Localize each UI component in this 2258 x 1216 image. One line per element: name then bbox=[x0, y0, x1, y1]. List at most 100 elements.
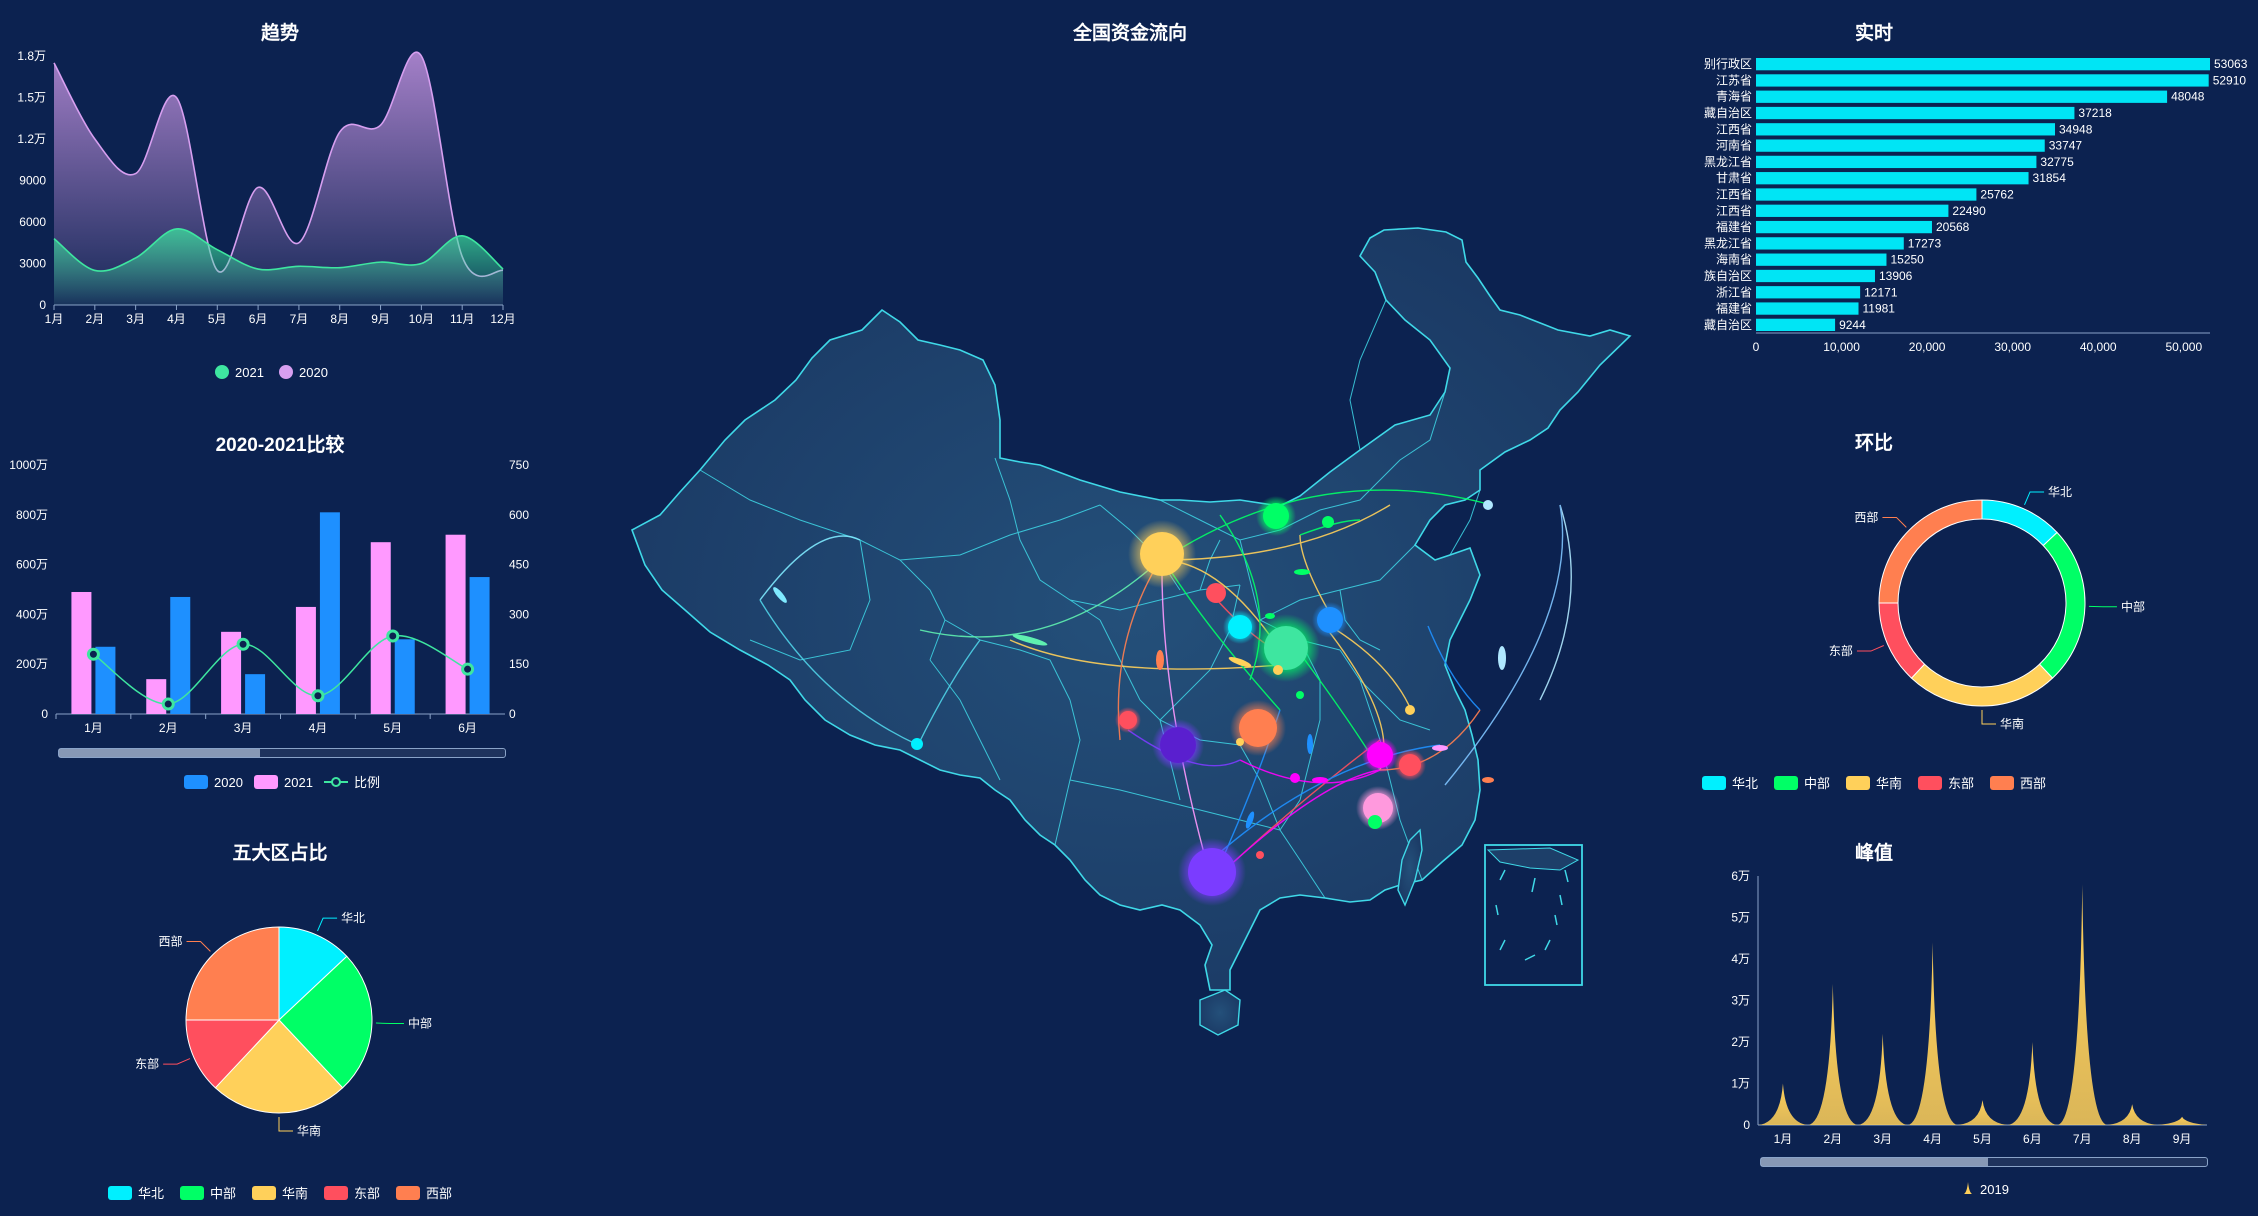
compare-ytick-left: 1000万 bbox=[9, 458, 48, 472]
map-title: 全国资金流向 bbox=[1072, 23, 1187, 44]
slice-label: 中部 bbox=[408, 1015, 432, 1030]
trend-line-2021 bbox=[53, 228, 504, 272]
peak-zoom-handle[interactable] bbox=[1761, 1158, 1989, 1166]
hainan-island bbox=[1199, 989, 1241, 1036]
legend-item[interactable]: 华北 bbox=[107, 1183, 164, 1202]
compare-ytick-left: 600万 bbox=[16, 558, 48, 572]
realtime-value: 48048 bbox=[2171, 90, 2205, 104]
trend-xtick: 11月 bbox=[450, 312, 474, 326]
compare-ytick-left: 0 bbox=[41, 707, 48, 721]
legend-item[interactable]: 华南 bbox=[1845, 773, 1902, 792]
compare-bar-2021 bbox=[370, 542, 391, 714]
compare-bar-2020 bbox=[394, 639, 415, 714]
peak-ytick: 4万 bbox=[1731, 952, 1750, 966]
legend-item[interactable]: 西部 bbox=[1990, 773, 2046, 792]
legend-item[interactable]: 东部 bbox=[324, 1183, 380, 1202]
peak-xtick: 9月 bbox=[2173, 1132, 2192, 1146]
china-outline bbox=[631, 227, 1632, 991]
compare-zoom-slider[interactable] bbox=[58, 748, 506, 758]
legend-swatch bbox=[1845, 775, 1870, 790]
slice-label: 中部 bbox=[2121, 599, 2145, 614]
city-bubbles[interactable] bbox=[911, 496, 1493, 906]
realtime-value: 33747 bbox=[2049, 139, 2083, 153]
legend-item[interactable]: 东部 bbox=[1918, 773, 1974, 792]
legend-item[interactable]: 中部 bbox=[179, 1183, 236, 1202]
slice-label: 华南 bbox=[297, 1123, 321, 1138]
realtime-bar bbox=[1756, 220, 1932, 234]
compare-chart: 0 200万 400万 600万 800万 1000万 0 150 300 450 600 750 1月… bbox=[9, 458, 529, 790]
peak-xtick: 5月 bbox=[1973, 1132, 1992, 1146]
peak-xtick: 8月 bbox=[2123, 1132, 2142, 1146]
compare-ytick-right: 600 bbox=[509, 508, 529, 522]
trend-xtick: 12月 bbox=[490, 312, 515, 326]
trend-xtick: 1月 bbox=[45, 312, 64, 326]
realtime-category: 河南省 bbox=[1716, 138, 1752, 153]
compare-ytick-right: 150 bbox=[509, 657, 529, 671]
slice-东部 bbox=[1878, 602, 1926, 679]
trend-ytick: 0 bbox=[39, 298, 46, 312]
slice-西部 bbox=[185, 926, 280, 1021]
legend-item[interactable]: 中部 bbox=[1773, 773, 1830, 792]
realtime-bar bbox=[1756, 74, 2209, 87]
compare-bar-2020 bbox=[170, 596, 191, 714]
compare-xtick: 4月 bbox=[309, 721, 328, 735]
compare-legend-label: 比例 bbox=[354, 775, 380, 790]
compare-bar-2021 bbox=[445, 534, 466, 714]
compare-zoom-handle[interactable] bbox=[59, 749, 260, 757]
realtime-xtick: 10,000 bbox=[1823, 340, 1860, 354]
realtime-category: 福建省 bbox=[1716, 219, 1752, 234]
compare-legend-label: 2020 bbox=[214, 775, 243, 790]
compare-ytick-right: 450 bbox=[509, 558, 529, 572]
legend-swatch bbox=[179, 1185, 204, 1200]
realtime-category: 江苏省 bbox=[1716, 73, 1752, 87]
realtime-category: 族自治区 bbox=[1704, 269, 1752, 283]
china-map[interactable] bbox=[600, 0, 1660, 1100]
realtime-bar bbox=[1756, 237, 1904, 250]
realtime-category: 藏自治区 bbox=[1704, 106, 1752, 120]
realtime-value: 37218 bbox=[2078, 106, 2112, 120]
compare-xtick: 1月 bbox=[84, 721, 103, 735]
peak-spike bbox=[2107, 1104, 2158, 1125]
compare-bar-2021 bbox=[71, 591, 92, 714]
legend-label: 东部 bbox=[354, 1186, 381, 1201]
realtime-value: 13906 bbox=[1879, 269, 1913, 283]
ring-legend: 华北 中部 华南 东部 西部 bbox=[1585, 773, 2163, 792]
realtime-bar bbox=[1756, 318, 1836, 331]
compare-legend-swatch bbox=[254, 775, 278, 789]
realtime-bar bbox=[1756, 172, 2029, 185]
compare-bar-2020 bbox=[469, 577, 490, 714]
legend-item[interactable]: 华北 bbox=[1701, 773, 1758, 792]
realtime-category: 江西省 bbox=[1716, 122, 1752, 136]
map-panel: 全国资金流向 bbox=[600, 0, 1660, 1216]
slice-label: 华南 bbox=[2000, 716, 2024, 731]
trend-title: 趋势 bbox=[260, 23, 299, 44]
realtime-bar bbox=[1756, 269, 1875, 283]
peak-spike bbox=[2157, 1116, 2207, 1125]
peak-zoom-slider[interactable] bbox=[1760, 1157, 2208, 1167]
slice-label: 华北 bbox=[2048, 485, 2072, 499]
trend-legend-swatch bbox=[215, 365, 229, 379]
trend-ytick: 6000 bbox=[19, 215, 46, 229]
legend-item[interactable]: 西部 bbox=[396, 1183, 452, 1202]
slice-label: 东部 bbox=[1829, 643, 1853, 658]
compare-ytick-left: 400万 bbox=[16, 607, 48, 621]
trend-ytick: 9000 bbox=[19, 174, 46, 188]
realtime-value: 17273 bbox=[1908, 236, 1942, 250]
legend-label: 西部 bbox=[2020, 776, 2047, 791]
peak-xtick: 7月 bbox=[2073, 1132, 2092, 1146]
legend-swatch bbox=[396, 1185, 421, 1200]
realtime-bar bbox=[1756, 155, 2037, 169]
trend-area-2021 bbox=[54, 228, 503, 305]
realtime-panel: 实时 别行政区 53063 江苏省 52910 青海省 48048 藏自治区 37218 江西省… bbox=[1680, 0, 2258, 400]
ring-title: 环比 bbox=[1854, 433, 1893, 454]
compare-ytick-right: 750 bbox=[509, 458, 529, 472]
legend-item[interactable]: 华南 bbox=[251, 1183, 308, 1202]
slice-label-line bbox=[2024, 491, 2045, 505]
compare-ytick-left: 800万 bbox=[16, 508, 48, 522]
slice-label: 西部 bbox=[158, 934, 182, 949]
peak-title: 峰值 bbox=[1854, 843, 1893, 864]
peak-ytick: 3万 bbox=[1731, 994, 1750, 1008]
slice-label-line bbox=[186, 941, 211, 952]
realtime-xtick: 30,000 bbox=[1994, 340, 2031, 354]
compare-bar-2020 bbox=[319, 512, 340, 714]
